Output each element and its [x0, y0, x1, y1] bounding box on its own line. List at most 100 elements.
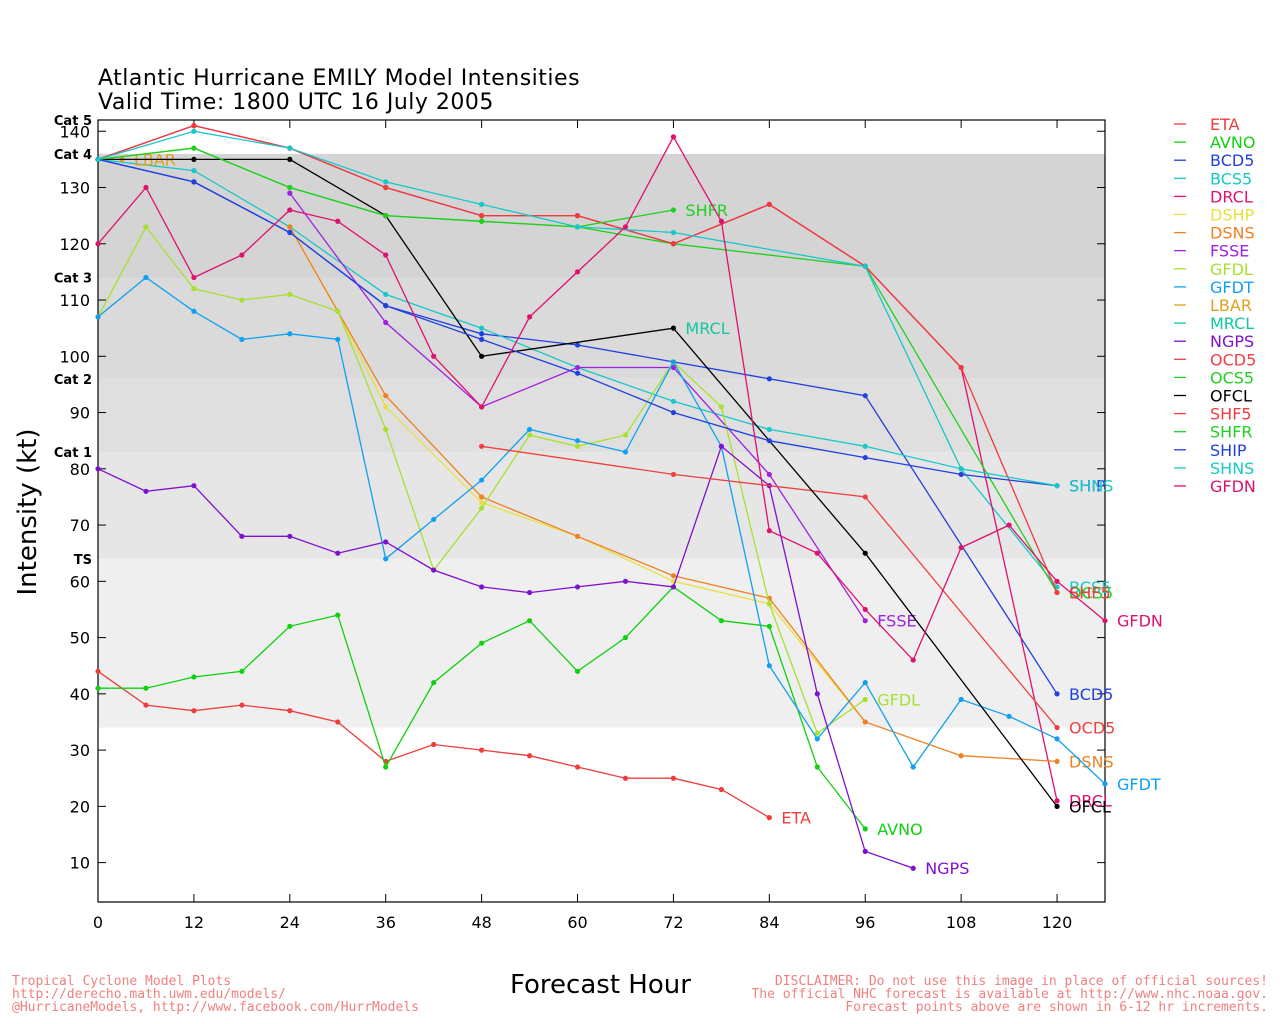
data-point [479, 640, 485, 646]
series-end-label: FSSE [877, 612, 916, 631]
y-tick-label: 100 [59, 347, 90, 366]
data-point [335, 218, 341, 224]
data-point [335, 336, 341, 343]
y-tick-label: 60 [70, 572, 90, 591]
data-point [191, 708, 197, 714]
series-end-label: MRCL [685, 319, 729, 338]
data-point [862, 826, 868, 832]
x-tick-label: 96 [855, 913, 875, 932]
data-point [670, 207, 677, 213]
footer-credit-url[interactable]: http://derecho.math.uwm.edu/models/ [12, 987, 286, 1002]
data-point [479, 747, 485, 753]
series-dsns: DSNS [287, 224, 1114, 771]
data-point [95, 466, 101, 472]
category-band [98, 378, 1105, 452]
data-point [958, 364, 964, 371]
data-point [958, 544, 964, 551]
data-point [479, 325, 485, 331]
data-point [191, 286, 197, 292]
x-tick-label: 72 [663, 913, 683, 932]
data-point [766, 601, 772, 607]
chart-subtitle: Valid Time: 1800 UTC 16 July 2005 [98, 90, 494, 115]
data-point [766, 815, 772, 821]
data-point [479, 443, 485, 449]
data-point [862, 550, 868, 556]
data-point [143, 702, 149, 708]
category-band [98, 277, 1105, 379]
data-point [95, 314, 101, 320]
data-point [574, 269, 581, 275]
data-point [574, 213, 581, 219]
data-point [479, 331, 485, 337]
legend-item: GFDL [1210, 260, 1253, 279]
legend-item: MRCL [1210, 314, 1254, 333]
data-point [335, 550, 341, 556]
data-point [862, 618, 868, 624]
data-point [670, 584, 677, 590]
series-ship: SHIP [95, 156, 1106, 496]
data-point [287, 190, 293, 196]
series-shns: SHNS [95, 128, 1113, 496]
data-point [1102, 618, 1108, 624]
data-point [95, 668, 101, 674]
data-point [287, 533, 293, 539]
y-tick-label: 120 [59, 235, 90, 254]
data-point [526, 432, 533, 438]
series-end-label: SHIP [1069, 477, 1106, 496]
data-point [143, 224, 149, 230]
data-point [335, 719, 341, 725]
series-ocd5: OCD5 [479, 443, 1115, 738]
series-end-label: SHF5 [1069, 584, 1111, 603]
data-point [1054, 736, 1060, 742]
data-point [383, 393, 389, 399]
y-tick-label: 40 [70, 685, 90, 704]
data-point [479, 505, 485, 511]
series-line [98, 158, 1058, 807]
series-gfdt: GFDT [95, 274, 1161, 794]
data-point [622, 578, 629, 584]
data-point [431, 516, 437, 523]
data-point [862, 454, 868, 461]
data-point [526, 426, 533, 433]
data-point [574, 443, 581, 449]
footer-credit-social[interactable]: @HurricaneModels, http://www.facebook.co… [12, 1000, 419, 1015]
data-point [287, 708, 293, 714]
data-point [239, 336, 245, 343]
y-tick-label: 30 [70, 741, 90, 760]
legend-item: ETA [1210, 115, 1240, 134]
legend-item: SHNS [1210, 459, 1254, 478]
data-point [670, 229, 677, 236]
y-tick-label: 80 [70, 460, 90, 479]
data-point [814, 730, 820, 736]
plot-frame [97, 119, 1106, 903]
data-point [1054, 483, 1060, 489]
series-end-label: GFDN [1117, 612, 1163, 631]
data-point [1054, 758, 1060, 764]
series-end-label: OCD5 [1069, 719, 1115, 738]
category-band [98, 558, 1105, 728]
data-point [287, 207, 293, 213]
data-point [766, 201, 772, 207]
data-point [862, 494, 868, 500]
data-point [479, 201, 485, 207]
data-point [670, 134, 677, 140]
data-point [718, 618, 724, 624]
data-point [191, 179, 197, 185]
data-point [239, 252, 245, 258]
data-point [958, 753, 964, 759]
category-band-label: Cat 5 [54, 114, 92, 129]
legend-item: FSSE [1210, 242, 1249, 261]
disclaimer-line: Forecast points above are shown in 6-12 … [845, 1000, 1268, 1015]
x-tick-label: 36 [376, 913, 396, 932]
data-point [574, 342, 581, 348]
data-point [526, 589, 533, 596]
series-end-label: NGPS [925, 859, 969, 878]
series-shf5: SHF5 [95, 123, 1111, 603]
y-tick-label: 130 [59, 179, 90, 198]
data-point [431, 567, 437, 573]
data-point [191, 274, 197, 281]
series-line [481, 445, 1058, 729]
disclaimer-line: The official NHC forecast is available a… [751, 987, 1268, 1002]
x-tick-label: 108 [946, 913, 977, 932]
data-point [239, 668, 245, 674]
